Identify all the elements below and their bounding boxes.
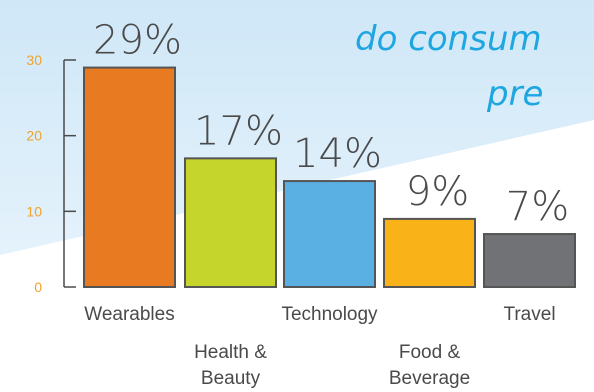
- bars: [83, 66, 576, 289]
- data-label: 7%: [506, 184, 569, 230]
- data-labels: 29% 17% 14% 9% 7%: [93, 18, 569, 230]
- category-label: Health &: [194, 342, 267, 363]
- bar: [83, 66, 176, 288]
- y-axis: 0 10 20 30: [26, 52, 76, 295]
- data-label: 14%: [293, 131, 382, 177]
- category-label: Wearables: [84, 304, 174, 325]
- data-label: 9%: [406, 169, 469, 215]
- y-tick-label: 0: [34, 279, 42, 295]
- headline-line-2: pre: [486, 74, 543, 114]
- y-tick-label: 10: [26, 203, 42, 219]
- bar: [483, 233, 576, 289]
- category-label: Beauty: [201, 368, 261, 389]
- bar: [283, 180, 376, 288]
- data-label: 29%: [93, 18, 182, 64]
- category-label: Technology: [281, 304, 378, 325]
- category-label: Food &: [399, 342, 461, 363]
- category-label: Travel: [503, 304, 555, 325]
- y-tick-label: 20: [26, 128, 42, 144]
- category-labels: Wearables Health & Beauty Technology Food & B…: [84, 304, 555, 389]
- category-label: Beverage: [389, 368, 470, 389]
- bar: [184, 157, 277, 288]
- y-tick-label: 30: [26, 52, 42, 68]
- bar: [383, 217, 476, 288]
- headline-line-1: do consum: [355, 19, 542, 59]
- data-label: 17%: [194, 108, 283, 154]
- headline: do consum pre: [355, 19, 543, 114]
